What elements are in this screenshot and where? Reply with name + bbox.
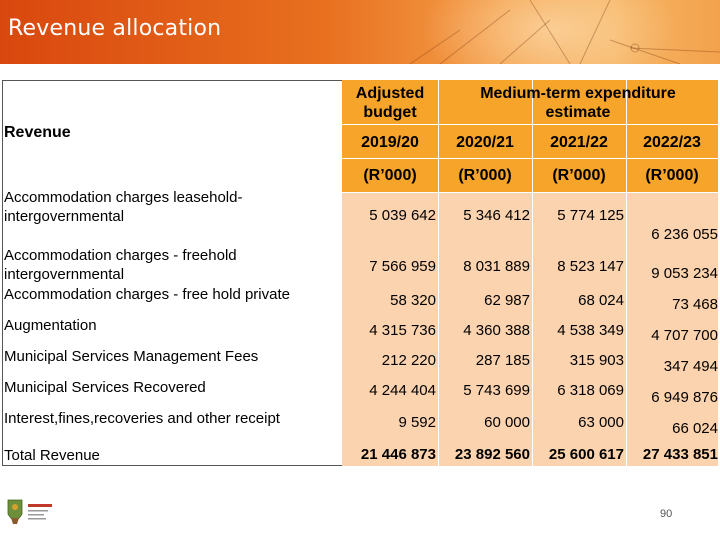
cell-value: 347 494 xyxy=(663,358,718,375)
table-label-area xyxy=(2,80,342,466)
cell-value: 5 039 642 xyxy=(369,207,436,224)
unit-header: (R’000) xyxy=(363,167,417,184)
total-value: 23 892 560 xyxy=(454,446,530,463)
row-divider xyxy=(342,124,718,125)
row-label: Municipal Services Management Fees xyxy=(4,348,259,365)
total-value: 21 446 873 xyxy=(360,446,436,463)
row-label: Accommodation charges leasehold-intergov… xyxy=(4,189,243,225)
cell-value: 68 024 xyxy=(578,292,624,309)
total-value: 27 433 851 xyxy=(642,446,718,463)
cell-value: 8 523 147 xyxy=(557,258,624,275)
column-divider xyxy=(438,80,439,466)
cell-value: 63 000 xyxy=(578,414,624,431)
page-title: Revenue allocation xyxy=(8,16,222,41)
cell-value: 60 000 xyxy=(484,414,530,431)
row-label: Accommodation charges - freehold intergo… xyxy=(4,247,237,283)
cell-value: 6 318 069 xyxy=(557,382,624,399)
year-header: 2019/20 xyxy=(361,134,419,151)
cell-value: 212 220 xyxy=(381,352,436,369)
cell-value: 4 707 700 xyxy=(651,327,718,344)
cell-value: 7 566 959 xyxy=(369,258,436,275)
cell-value: 62 987 xyxy=(484,292,530,309)
row-header-revenue: Revenue xyxy=(4,124,71,141)
total-value: 25 600 617 xyxy=(548,446,624,463)
cell-value: 4 315 736 xyxy=(369,322,436,339)
cell-value: 4 244 404 xyxy=(369,382,436,399)
row-label: Accommodation charges - free hold privat… xyxy=(4,286,290,303)
unit-header: (R’000) xyxy=(552,167,606,184)
year-header: 2021/22 xyxy=(550,134,608,151)
cell-value: 8 031 889 xyxy=(463,258,530,275)
cell-value: 6 236 055 xyxy=(651,226,718,243)
unit-header: (R’000) xyxy=(645,167,699,184)
cell-value: 5 743 699 xyxy=(463,382,530,399)
banner-glow xyxy=(420,0,680,64)
row-label: Interest,fines,recoveries and other rece… xyxy=(4,410,280,427)
mtef-header: Medium-term expenditure estimate xyxy=(480,85,676,121)
column-divider xyxy=(532,80,533,466)
table-body-fill xyxy=(342,192,718,466)
cell-value: 6 949 876 xyxy=(651,389,718,406)
cell-value: 315 903 xyxy=(569,352,624,369)
cell-value: 73 468 xyxy=(672,296,718,313)
year-header: 2020/21 xyxy=(456,134,514,151)
unit-header: (R’000) xyxy=(458,167,512,184)
cell-value: 66 024 xyxy=(672,420,718,437)
cell-value: 5 774 125 xyxy=(557,207,624,224)
table-header-fill xyxy=(342,80,718,192)
cell-value: 9 053 234 xyxy=(651,265,718,282)
title-banner: Revenue allocation xyxy=(0,0,720,64)
cell-value: 4 360 388 xyxy=(463,322,530,339)
adjusted-budget-header: Adjusted budget xyxy=(355,85,425,121)
cell-value: 4 538 349 xyxy=(557,322,624,339)
banner-decoration xyxy=(409,0,720,64)
cell-value: 9 592 xyxy=(398,414,436,431)
row-divider xyxy=(342,158,718,159)
cell-value: 287 185 xyxy=(475,352,530,369)
cell-value: 58 320 xyxy=(390,292,436,309)
row-divider xyxy=(342,192,718,193)
total-row-label: Total Revenue xyxy=(4,447,100,464)
row-label: Augmentation xyxy=(4,317,97,334)
year-header: 2022/23 xyxy=(643,134,701,151)
coat-of-arms-logo xyxy=(7,499,52,524)
cell-value: 5 346 412 xyxy=(463,207,530,224)
column-divider xyxy=(626,80,627,466)
page-number: 90 xyxy=(660,508,673,520)
row-label: Municipal Services Recovered xyxy=(4,379,206,396)
